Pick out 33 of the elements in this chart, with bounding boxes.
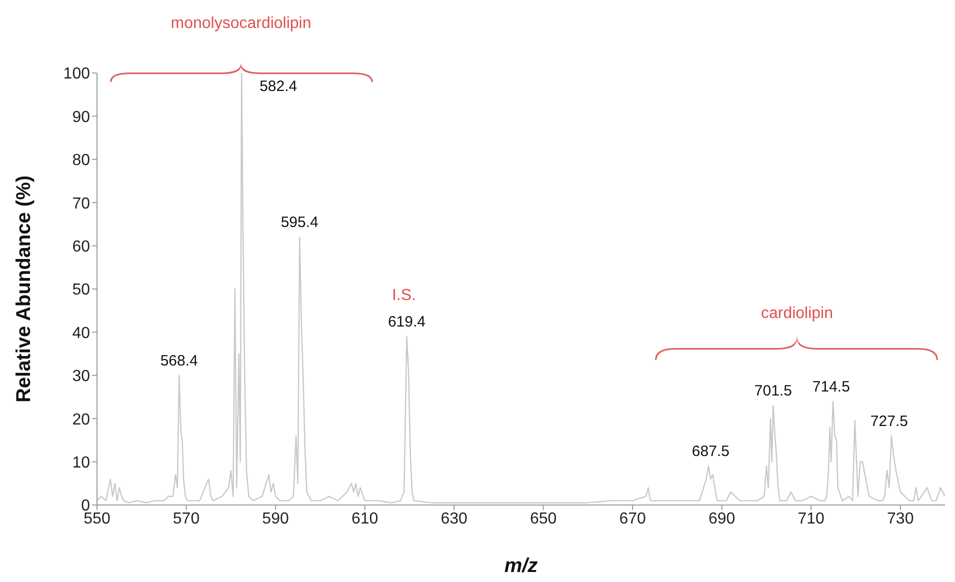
annotation: cardiolipin <box>760 305 834 322</box>
x-tick-label: 710 <box>798 510 825 528</box>
y-tick-label: 20 <box>72 411 90 428</box>
annotation: I.S. <box>392 287 416 304</box>
y-tick-label: 70 <box>72 195 90 212</box>
annotation: 619.4 <box>388 314 426 331</box>
y-tick-label: 100 <box>63 66 90 83</box>
x-axis-title: m/z <box>504 555 538 577</box>
y-tick-label: 60 <box>72 238 90 256</box>
x-tick-label: 630 <box>440 510 468 528</box>
y-axis-title: Relative Abundance (%) <box>13 175 35 403</box>
annotation: 714.5 <box>812 378 850 396</box>
x-tick-label: 690 <box>708 510 736 528</box>
annotation: 582.4 <box>260 78 298 95</box>
x-tick-label: 670 <box>619 510 646 528</box>
y-tick-label: 40 <box>72 324 90 342</box>
x-tick-label: 570 <box>172 510 200 528</box>
y-tick-label: 90 <box>72 108 90 126</box>
y-tick-label: 30 <box>72 368 90 386</box>
x-tick-label: 650 <box>530 510 557 528</box>
annotation: 687.5 <box>692 443 730 460</box>
y-tick-label: 10 <box>72 454 90 472</box>
x-tick-label: 610 <box>351 510 378 528</box>
x-tick-label: 590 <box>262 510 289 528</box>
annotation: 568.4 <box>160 352 198 370</box>
y-tick-label: 80 <box>72 152 90 170</box>
text: monolysocardiolipin <box>170 15 312 32</box>
annotation: 727.5 <box>870 412 908 430</box>
x-tick-label: 550 <box>84 510 110 528</box>
annotation: 595.4 <box>280 214 318 232</box>
x-tick-label: 730 <box>887 510 914 528</box>
annotation: 701.5 <box>754 382 792 400</box>
y-tick-label: 50 <box>72 282 90 299</box>
